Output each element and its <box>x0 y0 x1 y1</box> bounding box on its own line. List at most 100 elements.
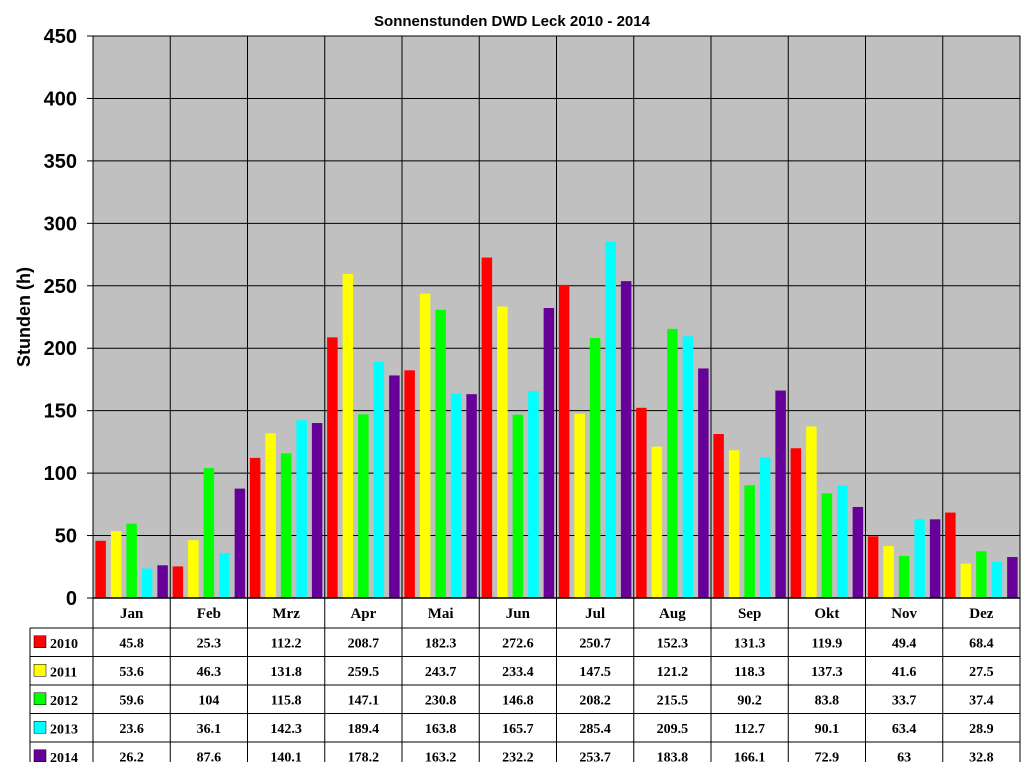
data-label: 83.8 <box>815 693 840 708</box>
data-label: 243.7 <box>425 665 457 680</box>
data-label: 163.2 <box>425 750 457 765</box>
bar-2014-dez <box>1007 557 1018 598</box>
bar-2013-mrz <box>296 420 307 598</box>
x-category-label: Jan <box>120 606 144 622</box>
bar-2012-sep <box>744 485 755 598</box>
x-category-label: Feb <box>197 606 221 622</box>
data-label: 147.1 <box>348 693 380 708</box>
data-label: 230.8 <box>425 693 457 708</box>
bar-2014-jan <box>157 565 168 598</box>
bar-2011-nov <box>883 546 894 598</box>
bar-2013-jan <box>141 568 153 598</box>
data-label: 46.3 <box>197 665 222 680</box>
bar-2013-aug <box>682 336 694 598</box>
bar-2013-jul <box>605 241 616 598</box>
x-category-label: Jul <box>585 606 605 622</box>
data-label: 115.8 <box>271 693 302 708</box>
bar-2013-sep <box>759 457 771 598</box>
bar-2010-jan <box>95 540 106 598</box>
bar-2012-jun <box>512 414 524 598</box>
x-category-label: Nov <box>891 606 917 622</box>
bar-2012-aug <box>667 328 678 598</box>
y-tick-label: 300 <box>44 213 77 235</box>
bar-2012-okt <box>821 493 833 598</box>
data-label: 233.4 <box>502 665 534 680</box>
bar-2012-apr <box>358 414 369 598</box>
data-label: 23.6 <box>119 722 144 737</box>
data-label: 119.9 <box>812 636 843 651</box>
y-axis-label: Stunden (h) <box>14 267 34 367</box>
bar-2010-nov <box>867 536 879 598</box>
data-label: 208.2 <box>579 693 611 708</box>
legend-label-2011: 2011 <box>50 665 77 680</box>
data-label: 118.3 <box>734 665 765 680</box>
data-label: 68.4 <box>969 636 994 651</box>
bar-2011-sep <box>728 450 740 598</box>
data-label: 53.6 <box>119 665 144 680</box>
bar-2014-apr <box>389 375 400 598</box>
data-table: Jan Feb Mrz Apr Mai Jun Jul Aug Sep Okt Nov Dez 2010… <box>29 36 1021 766</box>
bar-2010-feb <box>172 566 184 598</box>
data-label: 146.8 <box>502 693 534 708</box>
bar-2012-jan <box>126 523 137 598</box>
data-label: 272.6 <box>502 636 534 651</box>
data-label: 59.6 <box>119 693 144 708</box>
data-label: 147.5 <box>579 665 611 680</box>
data-label: 215.5 <box>657 693 689 708</box>
data-label: 28.9 <box>969 722 994 737</box>
data-label: 209.5 <box>657 722 689 737</box>
bar-2013-nov <box>914 518 925 598</box>
y-tick-label: 200 <box>44 338 77 360</box>
data-label: 285.4 <box>579 722 611 737</box>
data-label: 152.3 <box>657 636 689 651</box>
bar-2013-apr <box>373 361 385 598</box>
data-label: 259.5 <box>348 665 380 680</box>
bar-2010-aug <box>636 407 647 598</box>
data-label: 182.3 <box>425 636 457 651</box>
legend-label-2014: 2014 <box>50 751 78 766</box>
x-category-label: Jun <box>506 606 531 622</box>
data-label: 72.9 <box>815 750 840 765</box>
bar-2010-dez <box>945 512 956 598</box>
bar-2013-jun <box>528 391 539 598</box>
x-category-label: Sep <box>738 606 761 622</box>
y-tick-label: 150 <box>44 401 77 423</box>
x-category-label: Aug <box>659 606 686 622</box>
data-label: 45.8 <box>119 636 144 651</box>
bar-2011-feb <box>188 540 199 598</box>
bar-2012-mai <box>435 309 446 598</box>
bar-2010-apr <box>327 337 338 598</box>
x-category-label: Apr <box>350 606 376 622</box>
y-tick-label: 50 <box>55 526 77 548</box>
bar-2012-nov <box>898 555 910 598</box>
legend-key-2014 <box>33 749 47 762</box>
bar-2012-feb <box>203 468 215 598</box>
bar-2010-jul <box>558 284 570 598</box>
data-label: 33.7 <box>892 693 917 708</box>
data-label: 178.2 <box>348 750 380 765</box>
x-category-label: Mai <box>428 606 454 622</box>
bar-2014-mrz <box>311 423 323 598</box>
bar-2010-jun <box>481 257 493 598</box>
legend-key-2011 <box>33 664 47 677</box>
data-label: 140.1 <box>270 750 302 765</box>
data-label: 32.8 <box>969 750 994 765</box>
bar-2012-mrz <box>280 453 292 598</box>
legend-label-2013: 2013 <box>50 722 78 737</box>
chart-title: Sonnenstunden DWD Leck 2010 - 2014 <box>374 13 651 30</box>
bar-2013-mai <box>450 393 462 598</box>
bar-2011-aug <box>651 446 663 598</box>
bar-2014-aug <box>698 368 709 598</box>
bar-2014-sep <box>775 390 786 598</box>
data-label: 27.5 <box>969 665 994 680</box>
bar-2011-dez <box>960 563 972 598</box>
x-category-label: Mrz <box>272 606 300 622</box>
y-tick-label: 250 <box>44 276 77 298</box>
data-label: 121.2 <box>657 665 689 680</box>
data-label: 253.7 <box>579 750 611 765</box>
bar-2011-mai <box>419 293 431 598</box>
data-label: 63.4 <box>892 722 917 737</box>
bar-2010-mrz <box>249 457 261 598</box>
